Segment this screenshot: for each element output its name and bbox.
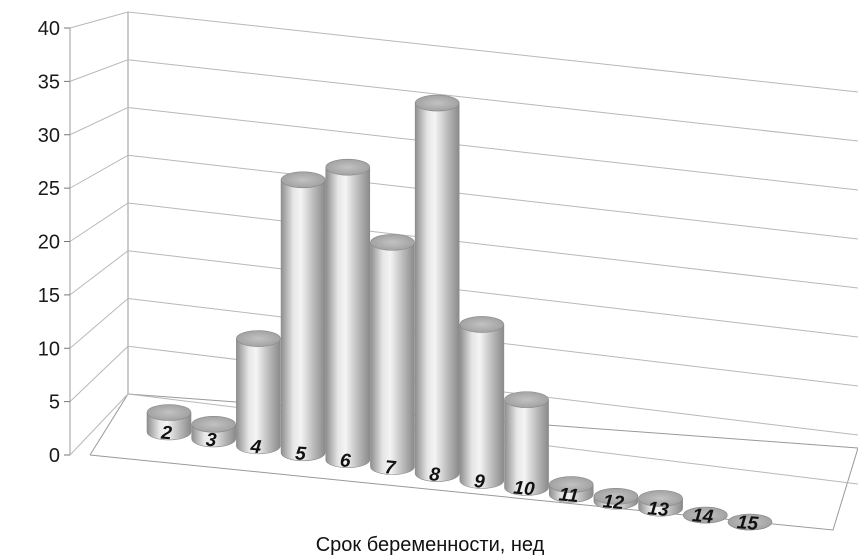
- grid-side-0: [69, 393, 129, 456]
- grid-side-25: [69, 154, 129, 189]
- category-label-6: 6: [339, 450, 352, 472]
- category-label-15: 15: [736, 512, 759, 535]
- category-label-3: 3: [205, 430, 218, 452]
- bar-13: [638, 490, 683, 517]
- grid-side-20: [69, 202, 129, 242]
- bar-12: [593, 488, 639, 510]
- y-tick-label-25: 25: [38, 178, 60, 200]
- category-label-10: 10: [513, 478, 536, 501]
- gridline-30: [127, 107, 858, 191]
- y-tick-label-5: 5: [49, 392, 60, 414]
- grid-side-40: [69, 11, 129, 29]
- y-tick-label-30: 30: [38, 125, 60, 147]
- gridline-25: [127, 154, 858, 240]
- y-tick-label-20: 20: [38, 232, 60, 254]
- bar-8: [414, 94, 460, 482]
- gridline-35: [127, 59, 858, 142]
- category-label-14: 14: [691, 505, 714, 528]
- y-tick-label-35: 35: [38, 71, 60, 93]
- category-label-12: 12: [602, 491, 625, 514]
- bar-4: [236, 330, 281, 455]
- grid-side-35: [69, 59, 129, 82]
- category-label-13: 13: [647, 498, 670, 521]
- gridline-20: [127, 202, 858, 289]
- bar-9: [459, 316, 505, 489]
- bar-11: [548, 476, 594, 503]
- gridline-15: [127, 250, 858, 338]
- grid-side-5: [69, 345, 129, 402]
- bar-14: [683, 506, 728, 524]
- bar-10: [504, 391, 549, 496]
- gridline-40: [127, 11, 858, 93]
- grid-side-30: [69, 107, 129, 136]
- y-axis-ticks: 0 5 10 15 20 25 30 35 40: [38, 18, 70, 467]
- bar-7: [370, 234, 415, 475]
- bars: [146, 94, 773, 531]
- category-label-11: 11: [558, 485, 579, 508]
- bar-15: [727, 513, 773, 531]
- y-tick-label-10: 10: [38, 338, 60, 360]
- bar-2: [146, 404, 192, 441]
- category-label-9: 9: [473, 471, 486, 493]
- bar-5: [280, 171, 326, 462]
- category-label-7: 7: [384, 457, 398, 479]
- y-tick-label-15: 15: [38, 285, 60, 307]
- category-label-2: 2: [159, 423, 173, 445]
- bar-6: [325, 158, 371, 468]
- grid-side-15: [69, 250, 129, 296]
- y-tick-label-40: 40: [38, 18, 60, 40]
- category-label-5: 5: [294, 443, 307, 465]
- grid-side-10: [69, 298, 129, 349]
- x-axis-title: Срок беременности, нед: [316, 534, 545, 556]
- y-tick-label-0: 0: [49, 445, 60, 467]
- bar-3: [191, 415, 236, 448]
- category-label-8: 8: [428, 464, 441, 486]
- category-labels: 2 3 4 5 6 7 8 9 10 11 12 13 14 15: [159, 423, 759, 535]
- category-label-4: 4: [249, 436, 263, 458]
